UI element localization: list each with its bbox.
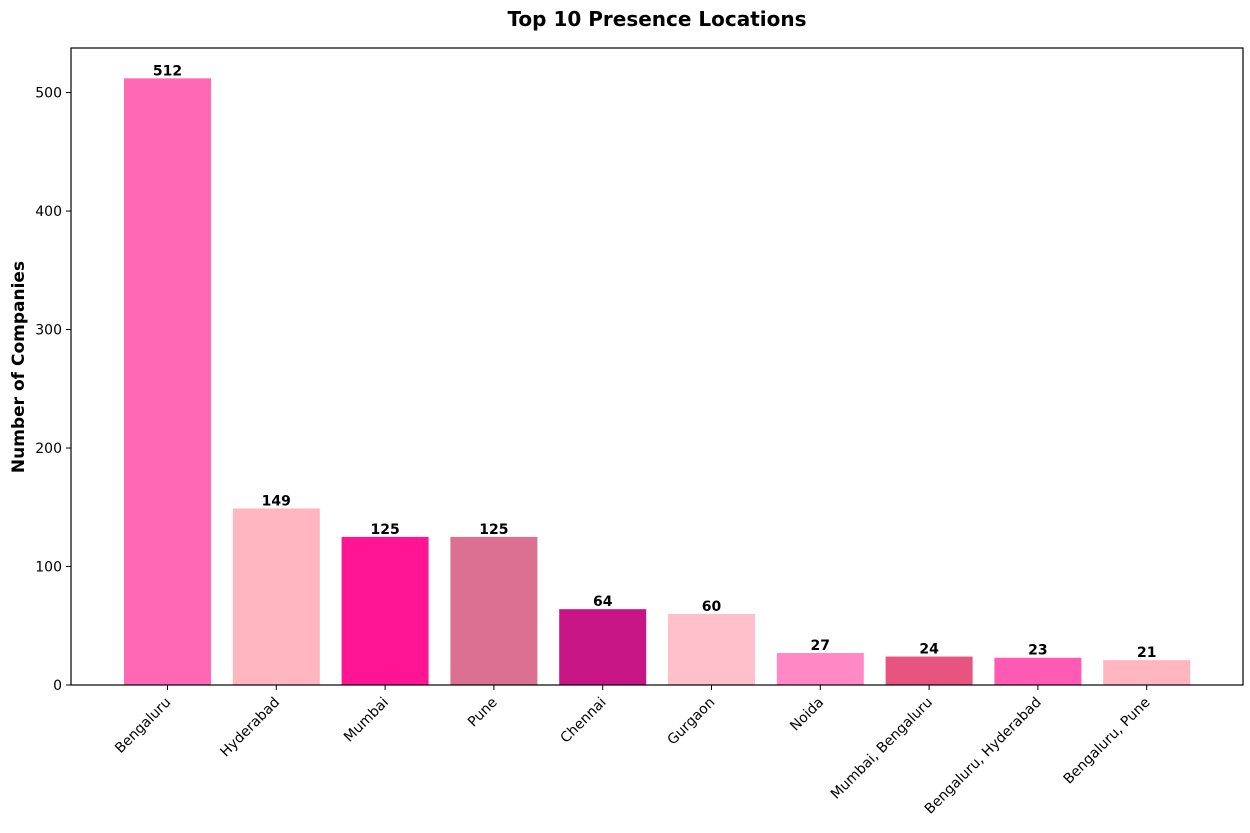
- y-tick-label: 500: [35, 86, 62, 102]
- x-tick-label: Bengaluru, Pune: [1061, 695, 1154, 788]
- data-label: 64: [593, 594, 613, 610]
- y-tick-label: 400: [35, 204, 62, 220]
- data-label: 512: [153, 63, 182, 79]
- x-tick-label: Mumbai: [341, 695, 392, 746]
- bar: [1103, 660, 1191, 685]
- data-label: 149: [262, 493, 291, 509]
- y-tick-label: 300: [35, 323, 62, 339]
- plot-frame: [70, 47, 1244, 686]
- y-axis: 0 100 200 300 400 500: [35, 86, 71, 694]
- data-label: 125: [479, 522, 508, 538]
- bar: [994, 657, 1082, 685]
- bars-layer: [124, 78, 1191, 686]
- x-tick-label: Gurgaon: [664, 695, 718, 749]
- data-label: 60: [702, 599, 722, 615]
- x-tick-label: Bengaluru: [112, 695, 174, 757]
- data-label: 125: [370, 522, 399, 538]
- x-tick-label: Chennai: [558, 695, 610, 747]
- y-axis-label: Number of Companies: [9, 261, 29, 473]
- bar: [232, 508, 320, 685]
- bar: [668, 613, 755, 685]
- y-tick-label: 0: [53, 678, 62, 694]
- data-label: 27: [811, 638, 830, 654]
- x-tick-label: Hyderabad: [217, 695, 283, 761]
- x-axis: Bengaluru Hyderabad Mumbai Pune Chennai Gurga…: [112, 685, 1154, 818]
- data-label: 21: [1137, 645, 1156, 661]
- bar: [450, 536, 538, 685]
- bar: [341, 536, 429, 685]
- bar: [124, 78, 211, 686]
- data-label: 24: [919, 642, 939, 658]
- bar: [559, 609, 647, 685]
- bar: [885, 656, 973, 685]
- y-tick-label: 200: [35, 441, 62, 457]
- x-tick-label: Noida: [787, 695, 827, 735]
- chart-title: Top 10 Presence Locations: [507, 7, 806, 31]
- x-tick-label: Bengaluru, Hyderabad: [922, 695, 1045, 818]
- y-tick-label: 100: [35, 560, 62, 576]
- data-label: 23: [1028, 643, 1047, 659]
- x-tick-label: Mumbai, Bengaluru: [828, 695, 936, 803]
- bar: [776, 653, 864, 685]
- x-tick-label: Pune: [465, 695, 501, 731]
- data-labels-layer: 512 149 125 125 64 60 27 24 23 21: [153, 63, 1157, 661]
